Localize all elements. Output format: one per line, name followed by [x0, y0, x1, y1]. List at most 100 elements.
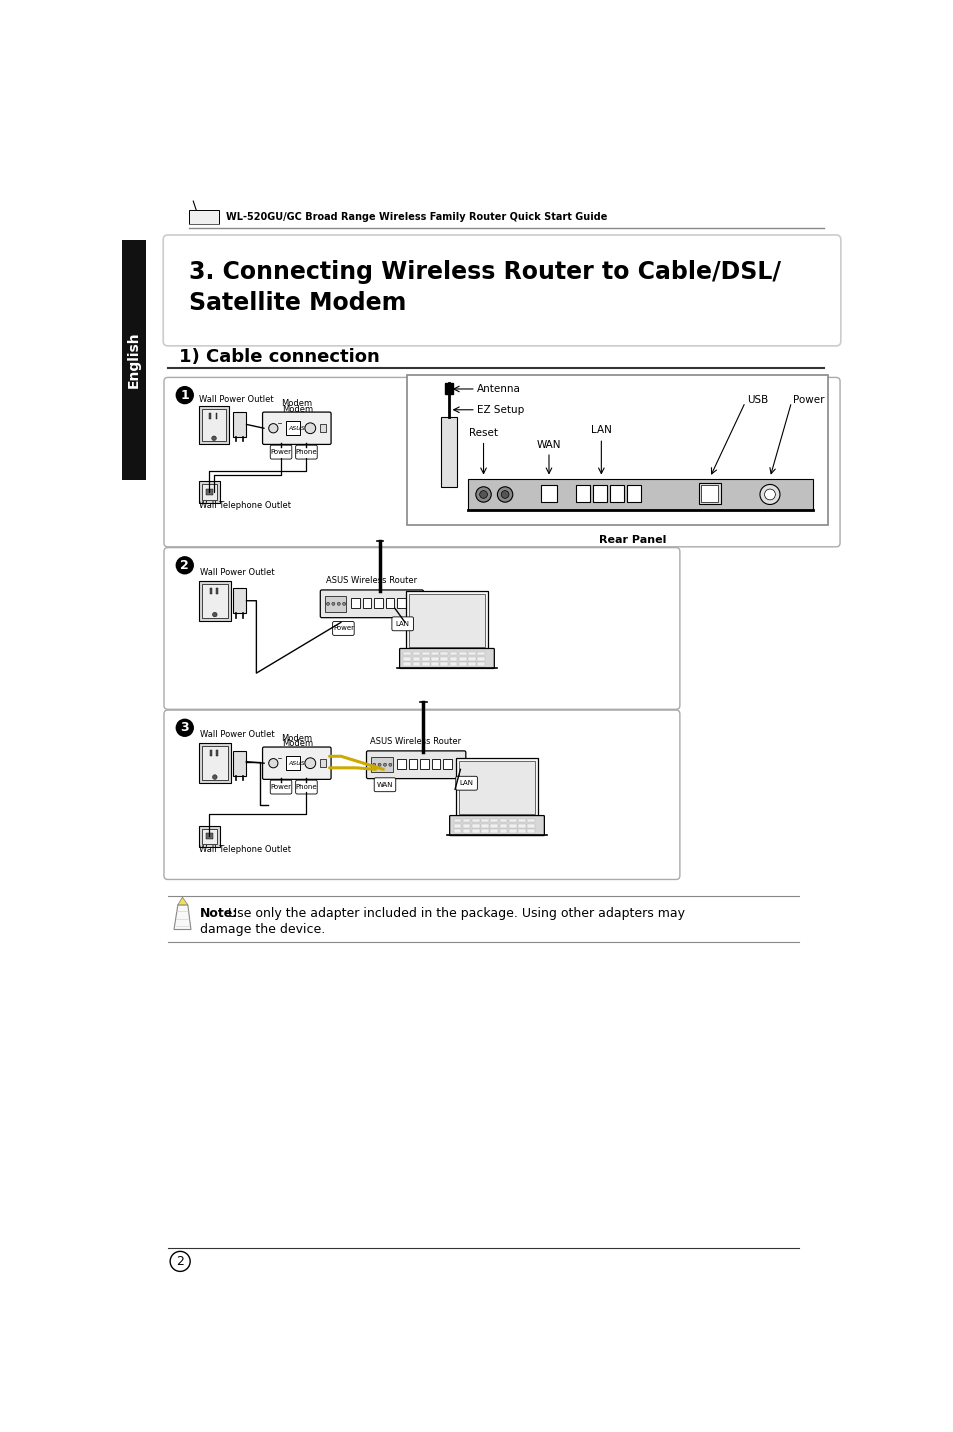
Circle shape: [176, 557, 193, 574]
Text: Wall Power Outlet: Wall Power Outlet: [198, 395, 273, 404]
Text: ASUS: ASUS: [289, 425, 305, 431]
FancyBboxPatch shape: [443, 759, 452, 769]
Bar: [216, 750, 217, 756]
Text: Satellite Modem: Satellite Modem: [190, 291, 406, 315]
FancyBboxPatch shape: [409, 759, 416, 769]
FancyBboxPatch shape: [371, 758, 393, 772]
Bar: [210, 750, 212, 756]
FancyBboxPatch shape: [453, 823, 460, 828]
FancyBboxPatch shape: [468, 657, 476, 660]
FancyBboxPatch shape: [198, 826, 220, 848]
Circle shape: [497, 487, 513, 503]
FancyBboxPatch shape: [449, 663, 456, 666]
Text: WAN: WAN: [537, 440, 560, 450]
Polygon shape: [177, 898, 188, 905]
FancyBboxPatch shape: [198, 743, 231, 783]
FancyBboxPatch shape: [420, 759, 429, 769]
Text: Wall Power Outlet: Wall Power Outlet: [200, 730, 274, 739]
FancyBboxPatch shape: [480, 819, 489, 822]
Text: Modem: Modem: [280, 400, 312, 408]
Circle shape: [170, 1252, 190, 1272]
FancyBboxPatch shape: [201, 829, 217, 843]
Circle shape: [213, 613, 217, 617]
Text: 1: 1: [180, 388, 189, 401]
Text: Modem: Modem: [281, 404, 313, 414]
Circle shape: [377, 763, 381, 766]
FancyBboxPatch shape: [198, 581, 231, 620]
FancyBboxPatch shape: [201, 410, 226, 441]
FancyBboxPatch shape: [517, 829, 525, 833]
FancyBboxPatch shape: [285, 421, 299, 435]
Text: ASUS: ASUS: [289, 760, 305, 766]
FancyBboxPatch shape: [366, 750, 465, 779]
Text: ASUS Wireless Router: ASUS Wireless Router: [326, 576, 417, 586]
FancyBboxPatch shape: [468, 652, 476, 656]
FancyBboxPatch shape: [449, 816, 544, 836]
FancyBboxPatch shape: [480, 829, 489, 833]
FancyBboxPatch shape: [201, 746, 228, 780]
FancyBboxPatch shape: [699, 483, 720, 504]
Circle shape: [176, 387, 193, 404]
Text: Phone: Phone: [295, 450, 317, 455]
FancyBboxPatch shape: [403, 657, 411, 660]
FancyBboxPatch shape: [201, 484, 217, 500]
FancyBboxPatch shape: [517, 819, 525, 822]
FancyBboxPatch shape: [508, 819, 517, 822]
Bar: [210, 412, 211, 420]
FancyBboxPatch shape: [449, 657, 456, 660]
FancyBboxPatch shape: [122, 239, 146, 480]
Text: Rear Panel: Rear Panel: [598, 534, 666, 544]
FancyBboxPatch shape: [201, 584, 228, 617]
FancyBboxPatch shape: [490, 819, 497, 822]
FancyBboxPatch shape: [499, 819, 507, 822]
Text: Wall Telephone Outlet: Wall Telephone Outlet: [198, 845, 291, 853]
FancyBboxPatch shape: [449, 652, 456, 656]
FancyBboxPatch shape: [458, 657, 466, 660]
Text: Antenna: Antenna: [476, 384, 520, 394]
FancyBboxPatch shape: [462, 819, 470, 822]
FancyBboxPatch shape: [490, 829, 497, 833]
Text: Wall Telephone Outlet: Wall Telephone Outlet: [198, 501, 291, 510]
FancyBboxPatch shape: [472, 823, 479, 828]
Text: Power: Power: [333, 626, 354, 632]
FancyBboxPatch shape: [413, 657, 420, 660]
FancyBboxPatch shape: [468, 663, 476, 666]
FancyBboxPatch shape: [462, 829, 470, 833]
FancyBboxPatch shape: [456, 758, 537, 818]
Text: Modem: Modem: [281, 739, 313, 749]
FancyBboxPatch shape: [320, 759, 325, 768]
Circle shape: [269, 424, 277, 432]
FancyBboxPatch shape: [458, 663, 466, 666]
Text: Phone: Phone: [295, 785, 317, 790]
FancyBboxPatch shape: [476, 657, 484, 660]
FancyBboxPatch shape: [262, 412, 331, 444]
FancyBboxPatch shape: [476, 663, 484, 666]
Text: 3: 3: [180, 722, 189, 735]
FancyBboxPatch shape: [609, 485, 623, 503]
FancyBboxPatch shape: [351, 597, 359, 609]
FancyBboxPatch shape: [421, 652, 429, 656]
FancyBboxPatch shape: [374, 778, 395, 792]
Circle shape: [342, 603, 345, 606]
FancyBboxPatch shape: [396, 597, 405, 609]
FancyBboxPatch shape: [392, 617, 413, 630]
FancyBboxPatch shape: [409, 594, 484, 647]
Bar: [216, 587, 217, 594]
Circle shape: [760, 484, 780, 504]
FancyBboxPatch shape: [396, 759, 405, 769]
Text: Reset: Reset: [469, 428, 497, 438]
FancyBboxPatch shape: [432, 759, 440, 769]
Text: 1) Cable connection: 1) Cable connection: [179, 348, 379, 365]
Circle shape: [500, 491, 508, 498]
Text: LAN: LAN: [395, 621, 409, 627]
FancyBboxPatch shape: [626, 485, 640, 503]
Text: ASUS Wireless Router: ASUS Wireless Router: [370, 737, 461, 746]
Text: Modem: Modem: [280, 733, 312, 743]
FancyBboxPatch shape: [490, 823, 497, 828]
Text: damage the device.: damage the device.: [200, 922, 325, 935]
FancyBboxPatch shape: [163, 235, 840, 347]
FancyBboxPatch shape: [403, 663, 411, 666]
Circle shape: [383, 763, 386, 766]
FancyBboxPatch shape: [270, 445, 292, 460]
FancyBboxPatch shape: [233, 412, 246, 437]
